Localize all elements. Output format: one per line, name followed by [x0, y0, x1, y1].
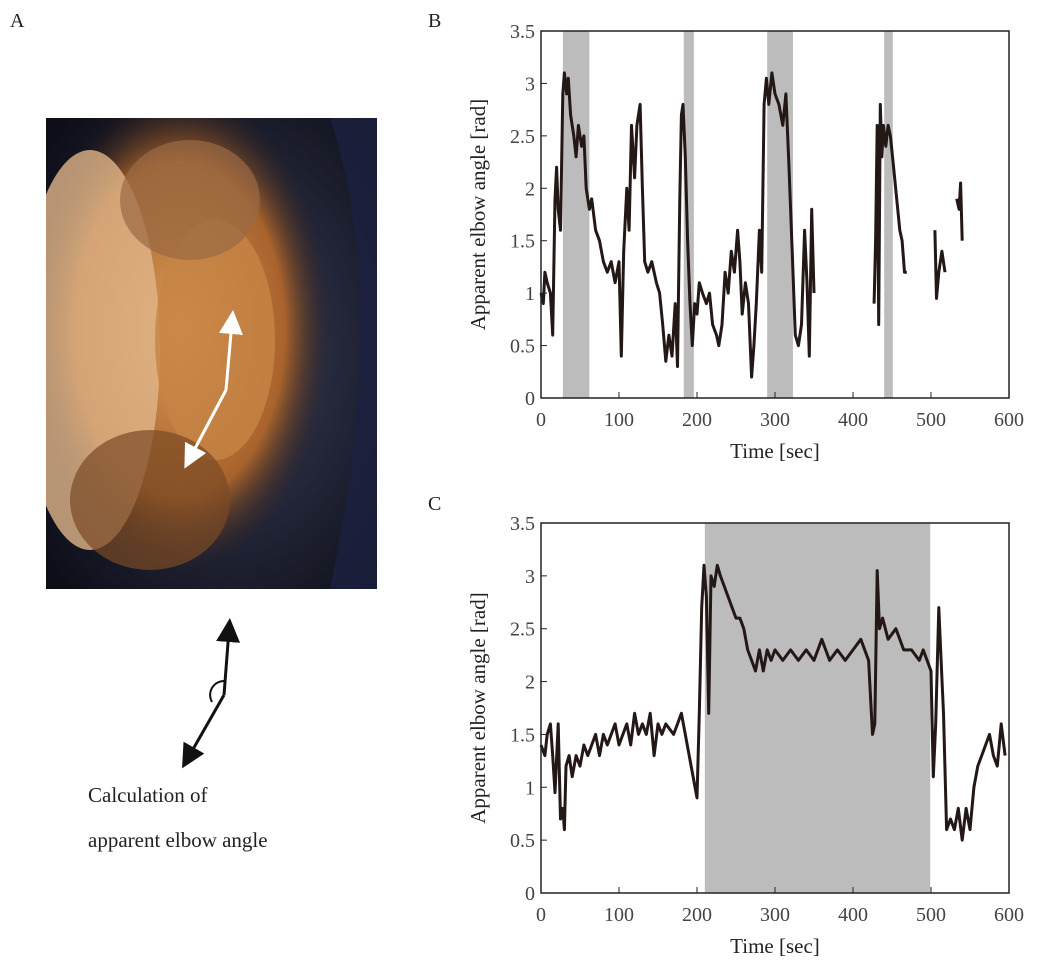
x-tick-label: 400 — [838, 409, 868, 431]
x-axis-label: Time [sec] — [730, 934, 820, 956]
x-tick-label: 200 — [682, 904, 712, 926]
x-tick-label: 600 — [994, 904, 1024, 926]
x-tick-label: 100 — [604, 904, 634, 926]
y-tick-label: 1.5 — [510, 231, 535, 253]
x-tick-label: 200 — [682, 409, 712, 431]
x-tick-label: 100 — [604, 409, 634, 431]
x-tick-label: 0 — [536, 904, 546, 926]
y-tick-label: 1 — [525, 283, 535, 305]
y-tick-label: 3 — [525, 73, 535, 95]
x-tick-label: 300 — [760, 904, 790, 926]
y-tick-label: 3 — [525, 566, 535, 588]
shaded-interval — [704, 523, 931, 893]
x-tick-label: 500 — [916, 904, 946, 926]
shaded-interval — [683, 31, 694, 398]
y-tick-label: 2 — [525, 672, 535, 694]
y-tick-label: 1.5 — [510, 724, 535, 746]
y-tick-label: 2 — [525, 178, 535, 200]
caption: apparent elbow angle — [88, 828, 268, 852]
data-line — [539, 563, 1007, 842]
x-axis-label: Time [sec] — [730, 439, 820, 463]
data-line — [539, 71, 964, 379]
y-tick-label: 0.5 — [510, 830, 535, 852]
x-tick-label: 600 — [994, 409, 1024, 431]
y-tick-label: 2.5 — [510, 619, 535, 641]
y-tick-label: 1 — [525, 777, 535, 799]
shaded-interval — [884, 31, 893, 398]
caption: Calculation of — [88, 783, 208, 807]
y-tick-label: 2.5 — [510, 126, 535, 148]
x-tick-label: 400 — [838, 904, 868, 926]
y-axis-label: Apparent elbow angle [rad] — [466, 99, 490, 330]
panel-label: B — [428, 10, 441, 32]
y-tick-label: 3.5 — [510, 21, 535, 43]
ultrasound-image — [46, 118, 377, 589]
y-axis-label: Apparent elbow angle [rad] — [466, 592, 490, 823]
panel-label: A — [10, 10, 25, 32]
x-tick-label: 500 — [916, 409, 946, 431]
x-tick-label: 300 — [760, 409, 790, 431]
angle-diagram — [182, 618, 241, 769]
x-tick-label: 0 — [536, 409, 546, 431]
y-tick-label: 0 — [525, 388, 535, 410]
panel-label: C — [428, 493, 441, 515]
y-tick-label: 0.5 — [510, 336, 535, 358]
y-tick-label: 0 — [525, 883, 535, 905]
y-tick-label: 3.5 — [510, 513, 535, 535]
